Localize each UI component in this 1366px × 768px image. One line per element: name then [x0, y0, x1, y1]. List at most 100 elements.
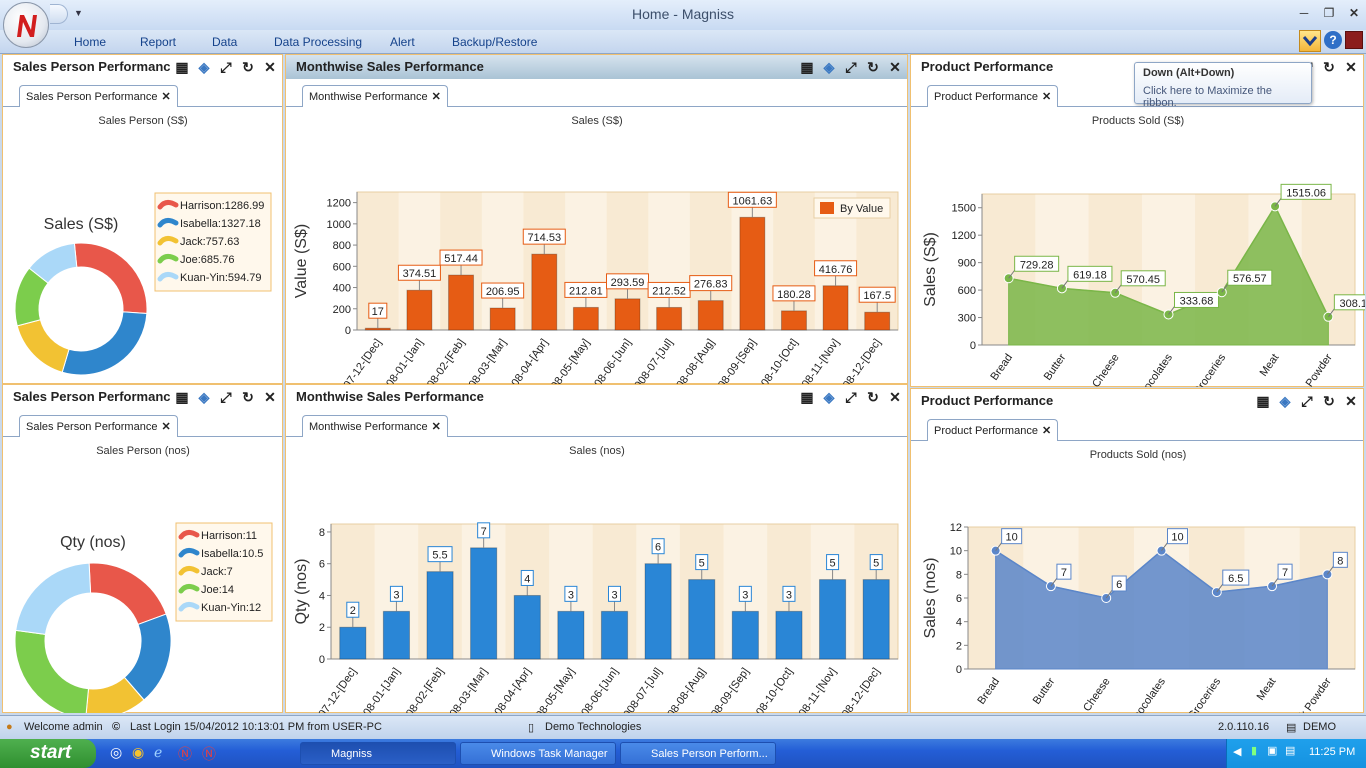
chart-settings-icon[interactable]: ◈: [823, 389, 835, 405]
chart-title: Products Sold (nos): [1090, 449, 1187, 461]
restore-icon[interactable]: ❐: [1323, 6, 1335, 20]
chart-sales-person-qty: Sales Person (nos) Qty (nos) Harrison:11 Is…: [14, 445, 273, 720]
data-label: 6: [1116, 579, 1122, 591]
panel-header: Sales Person Performance: [3, 385, 282, 409]
bar: [775, 610, 803, 660]
refresh-icon[interactable]: ↻: [867, 59, 879, 75]
ribbon-tab-backup-restore[interactable]: Backup/Restore: [452, 35, 538, 49]
maximize-icon[interactable]: ⤢: [845, 389, 857, 405]
taskbar-button-magniss[interactable]: Magniss: [300, 742, 456, 765]
grid-icon[interactable]: ▦: [1256, 393, 1270, 409]
data-label-leader: [1050, 577, 1058, 587]
legend-swatch: [178, 583, 200, 594]
quicklaunch-magniss-icon[interactable]: Ⓝ: [178, 746, 192, 762]
donut-slice: [61, 311, 148, 376]
tray-volume-icon[interactable]: ▤: [1285, 745, 1296, 757]
panel-tab-label: Product Performance: [934, 91, 1038, 103]
ribbon-maximize-button[interactable]: [1299, 30, 1321, 52]
ribbon-tab-data-processing[interactable]: Data Processing: [274, 35, 363, 49]
data-label: 206.95: [486, 286, 520, 298]
tab-close-icon[interactable]: ✕: [161, 91, 171, 103]
y-tick-label: 1200: [952, 230, 976, 242]
taskbar-button-task-manager[interactable]: Windows Task Manager: [460, 742, 616, 765]
panel-close-icon[interactable]: ✕: [264, 59, 276, 75]
refresh-icon[interactable]: ↻: [867, 389, 879, 405]
refresh-icon[interactable]: ↻: [242, 59, 254, 75]
data-label: 5: [873, 558, 879, 570]
start-button[interactable]: start: [0, 739, 96, 768]
data-label-leader: [1274, 198, 1282, 207]
panel-tab[interactable]: Product Performance ✕: [927, 85, 1059, 107]
tab-close-icon[interactable]: ✕: [1041, 91, 1052, 103]
tray-network-icon[interactable]: ▮: [1251, 745, 1258, 757]
ribbon-tab-report[interactable]: Report: [140, 35, 177, 49]
data-label-leader: [1327, 308, 1335, 318]
panel-tab[interactable]: Monthwise Performance ✕: [302, 415, 448, 437]
panel-tab[interactable]: Monthwise Performance ✕: [302, 85, 448, 107]
x-tick-label: 2007-12-[Dec]: [334, 337, 384, 384]
data-label-box: [738, 585, 752, 602]
data-label-box: [1167, 528, 1188, 545]
data-label-box: [564, 585, 578, 602]
x-tick-label: Groceries: [1186, 675, 1223, 713]
y-tick-label: 1000: [327, 219, 351, 231]
ribbon-tab-data[interactable]: Data: [212, 35, 238, 49]
panel-header: Monthwise Sales Performance: [286, 55, 907, 79]
legend-swatch: [157, 253, 179, 264]
data-label: 5.5: [432, 550, 447, 562]
maximize-icon[interactable]: ⤢: [220, 389, 232, 405]
tab-close-icon[interactable]: ✕: [161, 421, 171, 433]
minimize-icon[interactable]: ─: [1299, 6, 1309, 20]
tab-close-icon[interactable]: ✕: [1041, 425, 1052, 437]
panel-close-icon[interactable]: ✕: [1345, 59, 1357, 75]
tab-close-icon[interactable]: ✕: [431, 91, 441, 103]
chart-settings-icon[interactable]: ◈: [823, 59, 835, 75]
maximize-icon[interactable]: ⤢: [1301, 393, 1313, 409]
legend-label: Harrison:1286.99: [180, 200, 264, 212]
grid-icon[interactable]: ▦: [175, 59, 189, 75]
panel-tab[interactable]: Product Performance ✕: [927, 419, 1059, 441]
legend-swatch: [178, 547, 200, 558]
data-label: 374.51: [403, 268, 437, 280]
app-logo[interactable]: [3, 2, 49, 48]
legend-label: By Value: [840, 203, 883, 215]
chart-settings-icon[interactable]: ◈: [198, 389, 210, 405]
panel-close-icon[interactable]: ✕: [889, 389, 901, 405]
chart-settings-icon[interactable]: ◈: [1279, 393, 1291, 409]
chart-title: Sales Person (nos): [96, 445, 190, 457]
donut-slice: [28, 242, 78, 284]
panel-tab[interactable]: Sales Person Performance ✕: [19, 415, 178, 437]
taskbar-button-sales-person[interactable]: Sales Person Perform...: [620, 742, 776, 765]
quicklaunch-explorer-icon[interactable]: ◎: [110, 744, 123, 760]
refresh-icon[interactable]: ↻: [1323, 393, 1335, 409]
panel-close-icon[interactable]: ✕: [889, 59, 901, 75]
panel-close-icon[interactable]: ✕: [264, 389, 276, 405]
maximize-icon[interactable]: ⤢: [220, 59, 232, 75]
close-icon[interactable]: ✕: [1348, 6, 1360, 20]
refresh-icon[interactable]: ↻: [1323, 59, 1335, 75]
grid-icon[interactable]: ▦: [800, 59, 814, 75]
quicklaunch-magniss2-icon[interactable]: Ⓝ: [202, 746, 216, 762]
panel-tab[interactable]: Sales Person Performance ✕: [19, 85, 178, 107]
panel-close-icon[interactable]: ✕: [1345, 393, 1357, 409]
ribbon-tab-alert[interactable]: Alert: [390, 35, 415, 49]
grid-icon[interactable]: ▦: [175, 389, 189, 405]
data-label: 5: [830, 558, 836, 570]
quicklaunch-chrome-icon[interactable]: ◉: [132, 744, 145, 760]
tray-monitor-icon[interactable]: ▣: [1267, 745, 1278, 757]
chart-settings-icon[interactable]: ◈: [198, 59, 210, 75]
quick-access-toolbar[interactable]: [50, 4, 68, 24]
exit-icon[interactable]: [1345, 31, 1363, 49]
maximize-icon[interactable]: ⤢: [845, 59, 857, 75]
quick-access-dropdown-icon[interactable]: ▼: [74, 8, 83, 18]
panel-title: Sales Person Performance: [13, 59, 171, 74]
tray-expand-icon[interactable]: ◀: [1233, 746, 1242, 758]
donut-slice: [14, 629, 90, 720]
ribbon-tab-home[interactable]: Home: [74, 35, 107, 49]
refresh-icon[interactable]: ↻: [242, 389, 254, 405]
grid-icon[interactable]: ▦: [800, 389, 814, 405]
quicklaunch-ie-icon[interactable]: ℯ: [154, 744, 163, 760]
y-axis-label: Sales (S$): [922, 232, 939, 307]
tab-close-icon[interactable]: ✕: [431, 421, 441, 433]
help-icon[interactable]: ?: [1324, 31, 1342, 49]
